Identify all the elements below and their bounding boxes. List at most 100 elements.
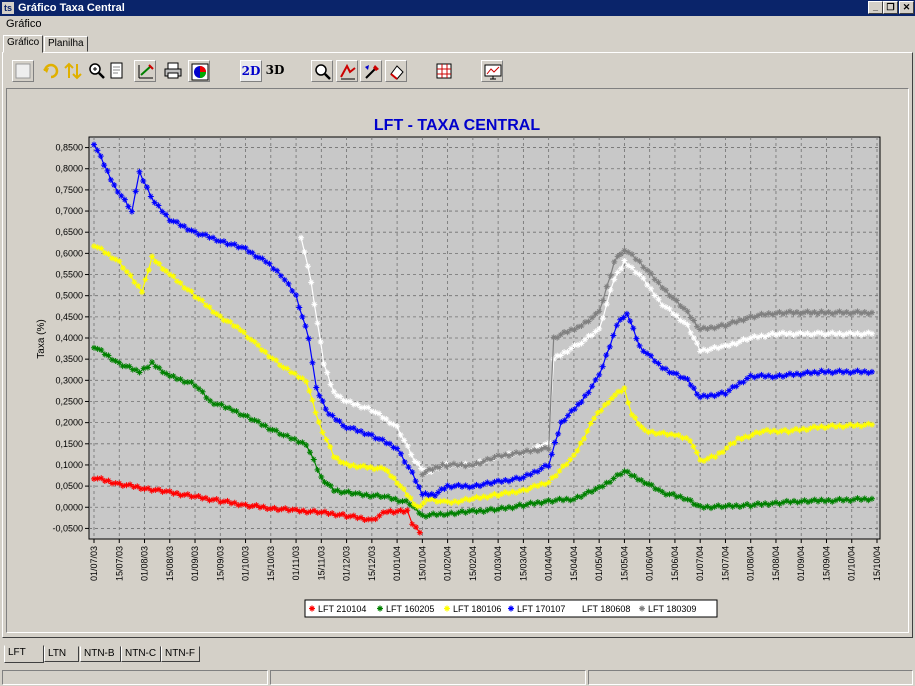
data-point bbox=[299, 313, 306, 320]
data-point bbox=[571, 406, 578, 413]
data-point bbox=[237, 327, 244, 334]
data-point bbox=[607, 287, 614, 294]
data-point bbox=[673, 370, 680, 377]
data-point bbox=[306, 449, 313, 456]
data-point bbox=[397, 431, 404, 438]
maximize-button[interactable]: ❐ bbox=[883, 1, 898, 14]
data-point bbox=[575, 401, 582, 408]
data-point bbox=[336, 418, 343, 425]
line-chart[interactable]: LFT - TAXA CENTRAL Taxa (%) -0,0500 0,000… bbox=[7, 89, 908, 632]
data-point bbox=[829, 329, 836, 336]
tab-ntn-f[interactable]: NTN-F bbox=[161, 646, 200, 662]
data-point bbox=[242, 244, 249, 251]
data-point bbox=[836, 330, 843, 337]
tab-grafico[interactable]: Gráfico bbox=[3, 35, 44, 53]
data-point bbox=[783, 331, 790, 338]
close-button[interactable]: ✕ bbox=[899, 1, 914, 14]
data-point bbox=[343, 398, 350, 405]
export-button[interactable] bbox=[481, 60, 503, 82]
data-point bbox=[434, 498, 441, 505]
eraser-tool-button[interactable] bbox=[385, 60, 407, 82]
y-tick-label: 0,0000 bbox=[55, 502, 83, 512]
data-point bbox=[280, 364, 287, 371]
data-point bbox=[655, 296, 662, 303]
tab-ntn-c[interactable]: NTN-C bbox=[121, 646, 161, 662]
data-point bbox=[109, 255, 116, 262]
data-point bbox=[603, 352, 610, 359]
tab-lft[interactable]: LFT bbox=[4, 645, 44, 663]
move-button[interactable] bbox=[62, 60, 84, 82]
data-point bbox=[487, 492, 494, 499]
minimize-button[interactable]: _ bbox=[868, 1, 883, 14]
data-point bbox=[177, 279, 184, 286]
menu-item-grafico[interactable]: Gráfico bbox=[6, 18, 42, 30]
data-point bbox=[495, 492, 502, 499]
y-tick-label: 0,4500 bbox=[55, 312, 83, 322]
data-point bbox=[213, 496, 220, 503]
data-point bbox=[808, 497, 815, 504]
data-point bbox=[156, 260, 163, 267]
data-point bbox=[491, 454, 498, 461]
brush-tool-button[interactable] bbox=[360, 60, 382, 82]
data-point bbox=[368, 431, 375, 438]
window-title: Gráfico Taxa Central bbox=[18, 2, 125, 14]
data-point bbox=[763, 426, 770, 433]
data-point bbox=[397, 450, 404, 457]
data-point bbox=[403, 497, 410, 504]
edit-series-button[interactable] bbox=[134, 60, 156, 82]
data-point bbox=[462, 495, 469, 502]
data-point bbox=[645, 429, 652, 436]
tab-ntn-b[interactable]: NTN-B bbox=[80, 646, 121, 662]
data-point bbox=[354, 401, 361, 408]
data-point bbox=[697, 326, 704, 333]
data-point bbox=[554, 352, 561, 359]
table-grid-button[interactable] bbox=[433, 60, 455, 82]
data-point bbox=[181, 491, 188, 498]
legend-marker bbox=[573, 605, 579, 612]
zoom-tool-button[interactable] bbox=[311, 60, 333, 82]
data-point bbox=[585, 389, 592, 396]
data-point bbox=[387, 473, 394, 480]
data-point bbox=[301, 248, 308, 255]
data-point bbox=[299, 439, 306, 446]
blank-button[interactable] bbox=[12, 60, 34, 82]
data-point bbox=[228, 500, 235, 507]
data-point bbox=[804, 308, 811, 315]
print-button[interactable] bbox=[162, 60, 184, 82]
data-point bbox=[814, 370, 821, 377]
data-point bbox=[311, 507, 318, 514]
3d-button[interactable]: 3D bbox=[264, 60, 286, 82]
data-point bbox=[843, 496, 850, 503]
data-point bbox=[779, 373, 786, 380]
tab-ltn[interactable]: LTN bbox=[44, 646, 79, 662]
data-point bbox=[652, 430, 659, 437]
data-point bbox=[843, 422, 850, 429]
data-point bbox=[136, 369, 143, 376]
rotate-button[interactable] bbox=[40, 60, 62, 82]
x-tick-label: 01/03/04 bbox=[493, 546, 503, 581]
data-point bbox=[659, 302, 666, 309]
data-point bbox=[163, 268, 170, 275]
data-point bbox=[807, 332, 814, 339]
data-point bbox=[177, 376, 184, 383]
data-point bbox=[749, 431, 756, 438]
data-point bbox=[655, 279, 662, 286]
2d-button[interactable]: 2D bbox=[240, 60, 262, 82]
data-point bbox=[762, 333, 769, 340]
data-tool-button[interactable] bbox=[336, 60, 358, 82]
data-point bbox=[792, 425, 799, 432]
data-point bbox=[711, 344, 718, 351]
data-point bbox=[858, 423, 865, 430]
data-point bbox=[758, 332, 765, 339]
gallery-button[interactable] bbox=[188, 60, 210, 82]
x-tick-label: 15/06/04 bbox=[670, 546, 680, 581]
page-button[interactable] bbox=[106, 60, 128, 82]
data-point bbox=[704, 455, 711, 462]
zoom-button[interactable] bbox=[86, 60, 108, 82]
data-point bbox=[352, 490, 359, 497]
data-point bbox=[414, 460, 421, 467]
data-point bbox=[354, 515, 361, 522]
tab-planilha[interactable]: Planilha bbox=[44, 36, 88, 52]
y-tick-label: 0,4000 bbox=[55, 333, 83, 343]
data-point bbox=[807, 370, 814, 377]
